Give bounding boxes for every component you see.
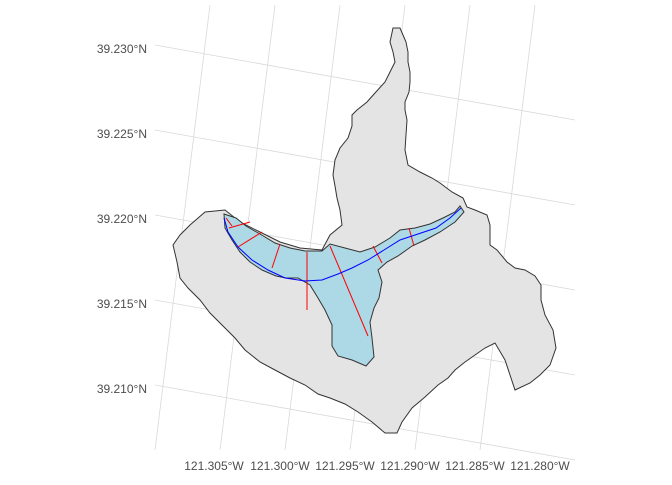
graticule-lon-121.280 — [479, 4, 536, 451]
cross-section-line — [329, 245, 369, 337]
cross-section-line — [408, 227, 415, 247]
floodplain-polygon — [223, 205, 465, 367]
lat-label: 39.210°N — [97, 382, 147, 396]
lon-label: 121.290°W — [380, 459, 440, 473]
lon-label: 121.305°W — [184, 459, 244, 473]
lat-label: 39.220°N — [97, 212, 147, 226]
cross-section-line — [271, 243, 281, 269]
cross-section-line — [237, 231, 263, 248]
graticule-lat-39.230 — [154, 44, 576, 121]
lat-label: 39.225°N — [97, 127, 147, 141]
stream-centerline — [223, 207, 462, 282]
lon-label: 121.295°W — [315, 459, 375, 473]
lon-label: 121.285°W — [445, 459, 505, 473]
graticule-lon-121.305 — [154, 4, 211, 451]
longitude-labels: 121.305°W 121.300°W 121.295°W 121.290°W … — [184, 459, 570, 473]
graticule-lat-39.210 — [154, 384, 576, 461]
lon-label: 121.300°W — [250, 459, 310, 473]
lon-label: 121.280°W — [510, 459, 570, 473]
cross-section-line — [228, 221, 251, 229]
cross-section-line — [225, 217, 233, 227]
lat-label: 39.215°N — [97, 297, 147, 311]
latitude-labels: 39.230°N 39.225°N 39.220°N 39.215°N 39.2… — [97, 42, 147, 396]
lat-label: 39.230°N — [97, 42, 147, 56]
watershed-polygon — [172, 27, 557, 434]
